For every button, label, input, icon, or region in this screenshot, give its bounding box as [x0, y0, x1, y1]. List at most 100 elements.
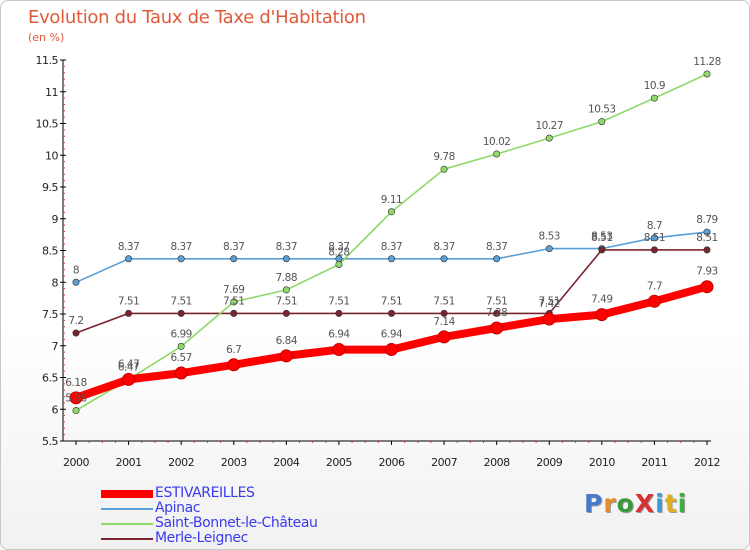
data-label: 8.51	[644, 232, 665, 244]
data-label: 9.78	[433, 151, 454, 163]
logo-letter: X	[634, 489, 656, 518]
x-tick-label: 2003	[221, 456, 247, 469]
data-label: 8.37	[433, 241, 454, 253]
logo-letter: i	[655, 489, 665, 518]
data-label: 10.02	[483, 136, 511, 148]
data-label: 7.14	[433, 316, 455, 328]
series-point	[282, 309, 290, 317]
series-point	[177, 255, 185, 263]
y-tick-label: 7	[52, 340, 59, 353]
data-label: 6.47	[118, 361, 139, 373]
series-point	[125, 255, 133, 263]
series-point	[230, 309, 238, 317]
x-tick-label: 2001	[116, 456, 142, 469]
data-label: 8.37	[486, 241, 507, 253]
series-point	[335, 260, 343, 268]
series-point	[490, 321, 504, 335]
series-point	[69, 391, 83, 405]
logo-letter: o	[616, 489, 635, 518]
data-label: 9.11	[381, 194, 402, 206]
series-line-3	[75, 249, 708, 334]
legend-label: ESTIVAREILLES	[155, 485, 255, 501]
series-point	[177, 342, 185, 350]
x-tick-label: 2002	[168, 456, 194, 469]
data-label: 8.37	[276, 241, 297, 253]
x-tick-label: 2010	[589, 456, 615, 469]
x-tick-label: 2007	[431, 456, 457, 469]
series-point	[385, 343, 398, 357]
chart-subtitle: (en %)	[28, 31, 65, 44]
data-label: 8.51	[591, 232, 612, 244]
data-label: 7.51	[170, 295, 191, 307]
data-label: 8.79	[696, 214, 717, 226]
data-label: 7.51	[381, 295, 402, 307]
series-points	[69, 70, 714, 415]
logo-letter: t	[664, 489, 678, 518]
data-label: 6.57	[170, 352, 191, 364]
data-label: 8.51	[696, 232, 717, 244]
series-point	[440, 255, 448, 263]
data-label: 7.88	[276, 272, 297, 284]
series-point	[122, 372, 136, 386]
x-tick-label: 2005	[326, 456, 352, 469]
series-point	[598, 118, 606, 126]
series-point	[493, 255, 501, 263]
data-label: 6.94	[328, 329, 350, 341]
data-label: 8.37	[328, 241, 349, 253]
data-label: 8.28	[328, 246, 349, 258]
y-tick-label: 10	[45, 149, 58, 162]
series-point	[647, 294, 661, 308]
y-tick-label: 10.5	[36, 118, 59, 131]
logo-letter: r	[603, 489, 617, 518]
series-point	[703, 246, 711, 254]
series-point	[279, 349, 293, 363]
x-tick-label: 2004	[273, 456, 299, 469]
data-label: 7.7	[647, 280, 662, 292]
data-label: 7.51	[539, 295, 560, 307]
legend-swatch	[101, 523, 153, 525]
data-label: 8	[73, 264, 79, 276]
series-point	[72, 329, 80, 337]
series-point	[72, 278, 80, 286]
x-tick-label: 2000	[63, 456, 89, 469]
series-point	[545, 245, 553, 253]
logo-letter: i	[677, 489, 688, 518]
series-point	[72, 407, 80, 415]
data-label: 8.37	[170, 241, 191, 253]
series-point	[174, 366, 188, 380]
y-tick-label: 9.5	[42, 181, 58, 194]
series-point	[598, 246, 606, 254]
data-label: 7.42	[539, 298, 560, 310]
data-label: 7.93	[696, 266, 717, 278]
data-label: 8.53	[539, 231, 560, 243]
x-tick-label: 2006	[379, 456, 405, 469]
data-label: 6.94	[381, 329, 403, 341]
data-label: 7.49	[591, 294, 612, 306]
series-point	[335, 309, 343, 317]
series-point	[650, 246, 658, 254]
data-label: 8.53	[591, 231, 612, 243]
data-label: 8.37	[118, 241, 139, 253]
data-label: 8.37	[381, 241, 402, 253]
series-point	[542, 312, 556, 326]
series-point	[493, 150, 501, 158]
y-tick-label: 7.5	[42, 308, 58, 321]
data-label: 10.53	[588, 104, 616, 116]
series-point	[125, 309, 133, 317]
series-point	[282, 255, 290, 263]
data-label: 6.84	[276, 335, 298, 347]
x-tick-label: 2011	[641, 456, 667, 469]
data-label: 6.18	[65, 377, 86, 389]
series-point	[230, 255, 238, 263]
series-point	[387, 208, 395, 216]
legend-swatch	[101, 490, 153, 498]
series-point	[437, 330, 451, 344]
y-tick-label: 11	[45, 86, 58, 99]
series-point	[440, 165, 448, 173]
series-point	[703, 70, 711, 78]
data-label: 10.9	[644, 80, 665, 92]
x-tick-label: 2012	[694, 456, 720, 469]
data-label: 7.51	[328, 295, 349, 307]
series-point	[650, 94, 658, 102]
